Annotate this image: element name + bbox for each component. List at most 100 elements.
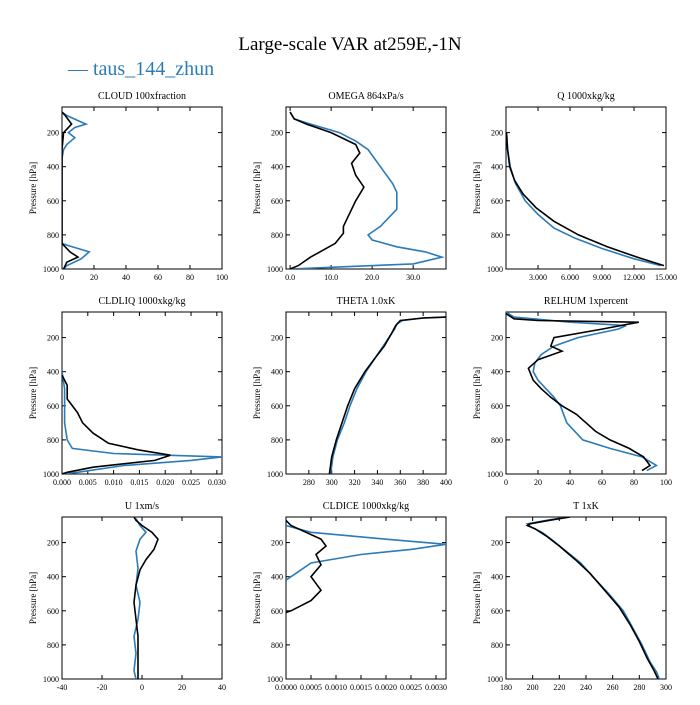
x-tick-label: 0.010 xyxy=(105,478,123,487)
series-line-taus-144-zhun xyxy=(286,524,446,581)
x-tick-label: 0 xyxy=(504,478,508,487)
y-tick-label: 600 xyxy=(491,197,503,206)
panel-3: CLDLIQ 1000xkg/kg Pressure [hPa] 200 400 600… xyxy=(28,296,226,487)
panel-frame xyxy=(505,106,667,270)
y-tick-label: 1000 xyxy=(267,470,283,479)
x-tick-label: -40 xyxy=(57,683,68,692)
x-tick-label: 0.005 xyxy=(79,478,97,487)
x-tick-label: 9.000 xyxy=(593,273,611,282)
y-axis-label: Pressure [hPa] xyxy=(252,572,262,624)
x-tick-label: 0.0 xyxy=(285,273,295,282)
y-tick-label: 800 xyxy=(491,436,503,445)
legend: — taus_144_zhun xyxy=(68,58,214,81)
series-line-taus-144-zhun xyxy=(133,518,148,679)
y-tick-label: 200 xyxy=(271,539,283,548)
series-line-reference xyxy=(133,517,159,679)
panel-title: Q 1000xkg/kg xyxy=(557,91,615,102)
legend-label: taus_144_zhun xyxy=(93,58,215,80)
x-tick-label: 340 xyxy=(371,478,383,487)
x-tick-label: 0.015 xyxy=(130,478,148,487)
y-tick-label: 600 xyxy=(271,402,283,411)
series-line-taus-144-zhun xyxy=(289,111,445,269)
x-tick-label: 0.000 xyxy=(53,478,71,487)
x-tick-label: 360 xyxy=(394,478,406,487)
y-tick-label: 600 xyxy=(47,402,59,411)
panel-frame xyxy=(505,516,667,680)
y-tick-label: 600 xyxy=(47,197,59,206)
x-tick-label: 0 xyxy=(140,683,144,692)
panel-2: Q 1000xkg/kg Pressure [hPa] 200 400 600 800 10… xyxy=(472,91,677,282)
panel-title: OMEGA 864xPa/s xyxy=(328,91,403,102)
x-tick-label: 0.0005 xyxy=(300,683,322,692)
x-tick-label: 260 xyxy=(607,683,619,692)
x-tick-label: 0 xyxy=(60,273,64,282)
y-tick-label: 600 xyxy=(271,607,283,616)
y-tick-label: 600 xyxy=(491,607,503,616)
y-axis-label: Pressure [hPa] xyxy=(472,162,482,214)
y-tick-label: 400 xyxy=(271,573,283,582)
x-tick-label: 40 xyxy=(122,273,130,282)
y-axis-label: Pressure [hPa] xyxy=(28,367,38,419)
panel-frame xyxy=(61,106,223,270)
y-tick-label: 800 xyxy=(491,641,503,650)
y-tick-label: 1000 xyxy=(487,470,503,479)
x-tick-label: 300 xyxy=(660,683,672,692)
x-tick-label: 0.025 xyxy=(182,478,200,487)
x-tick-label: 180 xyxy=(500,683,512,692)
y-tick-label: 200 xyxy=(47,129,59,138)
panel-frame xyxy=(61,516,223,680)
series-line-taus-144-zhun xyxy=(62,111,91,269)
series-line-reference xyxy=(506,313,652,472)
y-tick-label: 200 xyxy=(491,539,503,548)
x-tick-label: 0.0000 xyxy=(275,683,297,692)
y-tick-label: 1000 xyxy=(267,675,283,684)
y-tick-label: 200 xyxy=(491,334,503,343)
x-tick-label: -20 xyxy=(97,683,108,692)
x-tick-label: 30.0 xyxy=(406,273,420,282)
y-tick-label: 200 xyxy=(271,129,283,138)
x-tick-label: 60 xyxy=(598,478,606,487)
x-tick-label: 320 xyxy=(349,478,361,487)
y-tick-label: 400 xyxy=(491,163,503,172)
series-line-taus-144-zhun xyxy=(62,371,222,474)
x-tick-label: 40 xyxy=(218,683,226,692)
x-tick-label: 20.0 xyxy=(365,273,379,282)
y-tick-label: 1000 xyxy=(487,675,503,684)
panel-frame xyxy=(285,516,447,680)
y-tick-label: 400 xyxy=(47,368,59,377)
x-tick-label: 280 xyxy=(633,683,645,692)
series-line-taus-144-zhun xyxy=(506,312,659,472)
x-tick-label: 0.0015 xyxy=(350,683,372,692)
series-line-taus-144-zhun xyxy=(506,132,661,267)
y-tick-label: 800 xyxy=(47,436,59,445)
panel-frame xyxy=(61,311,223,475)
y-axis-label: Pressure [hPa] xyxy=(472,367,482,419)
x-tick-label: 60 xyxy=(154,273,162,282)
y-axis-label: Pressure [hPa] xyxy=(472,572,482,624)
panel-frame xyxy=(505,311,667,475)
panel-title: RELHUM 1xpercent xyxy=(544,296,628,307)
y-tick-label: 600 xyxy=(271,197,283,206)
y-tick-label: 400 xyxy=(491,573,503,582)
y-tick-label: 1000 xyxy=(267,265,283,274)
y-tick-label: 1000 xyxy=(43,675,59,684)
x-tick-label: 20 xyxy=(534,478,542,487)
y-tick-label: 400 xyxy=(271,163,283,172)
series-line-reference xyxy=(328,316,446,474)
y-axis-label: Pressure [hPa] xyxy=(28,162,38,214)
x-tick-label: 0.030 xyxy=(208,478,226,487)
series-line-taus-144-zhun xyxy=(525,517,661,679)
figure-title: Large-scale VAR at259E,-1N xyxy=(238,34,462,55)
y-tick-label: 800 xyxy=(271,641,283,650)
x-tick-label: 6.000 xyxy=(561,273,579,282)
y-tick-label: 600 xyxy=(491,402,503,411)
x-tick-label: 200 xyxy=(527,683,539,692)
x-tick-label: 40 xyxy=(566,478,574,487)
y-tick-label: 200 xyxy=(47,539,59,548)
y-tick-label: 400 xyxy=(47,573,59,582)
y-tick-label: 200 xyxy=(491,129,503,138)
